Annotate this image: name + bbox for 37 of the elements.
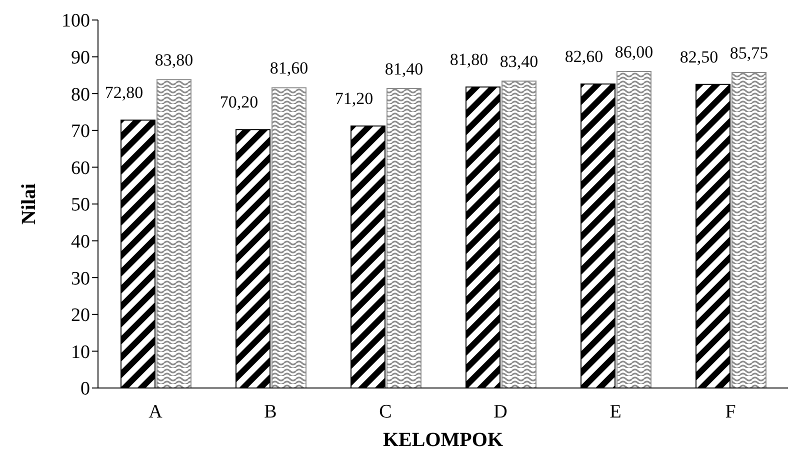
y-tick-label: 90 bbox=[71, 48, 90, 69]
y-tick-label: 10 bbox=[71, 342, 90, 363]
bar bbox=[502, 80, 536, 388]
data-label: 72,80 bbox=[104, 83, 144, 102]
data-label: 82,50 bbox=[680, 47, 718, 66]
y-tick-label: 80 bbox=[71, 84, 90, 106]
y-tick-label: 30 bbox=[71, 268, 90, 290]
x-tick-label: A bbox=[148, 401, 163, 422]
data-label: 83,40 bbox=[500, 52, 538, 72]
data-label: 86,00 bbox=[614, 42, 654, 62]
bar bbox=[272, 87, 306, 388]
data-label: 81,80 bbox=[450, 50, 488, 69]
data-label: 70,20 bbox=[220, 92, 258, 112]
data-label: 81,40 bbox=[384, 59, 424, 78]
x-tick-label: F bbox=[725, 401, 736, 422]
data-label: 85,75 bbox=[730, 43, 768, 62]
y-tick-label: 50 bbox=[71, 194, 90, 216]
y-tick-label: 60 bbox=[71, 158, 90, 179]
bar bbox=[386, 88, 422, 388]
data-label: 83,80 bbox=[154, 50, 194, 70]
data-label: 82,60 bbox=[564, 47, 604, 66]
x-tick-label: B bbox=[264, 401, 277, 422]
y-axis-title: Nilai bbox=[18, 183, 40, 225]
x-tick-label: D bbox=[494, 401, 508, 422]
data-label: 81,60 bbox=[270, 58, 308, 78]
bar bbox=[156, 79, 192, 388]
y-tick-label: 20 bbox=[71, 305, 90, 326]
bar bbox=[616, 71, 652, 388]
y-tick-label: 70 bbox=[71, 121, 90, 142]
y-tick-label: 40 bbox=[71, 232, 90, 253]
bar bbox=[732, 72, 766, 388]
y-tick-label: 100 bbox=[62, 10, 90, 32]
data-label: 71,20 bbox=[334, 88, 374, 108]
y-tick-label: 0 bbox=[80, 378, 90, 400]
x-axis-title: KELOMPOK bbox=[383, 429, 504, 451]
x-tick-label: C bbox=[379, 401, 392, 422]
x-tick-label: E bbox=[610, 401, 622, 422]
